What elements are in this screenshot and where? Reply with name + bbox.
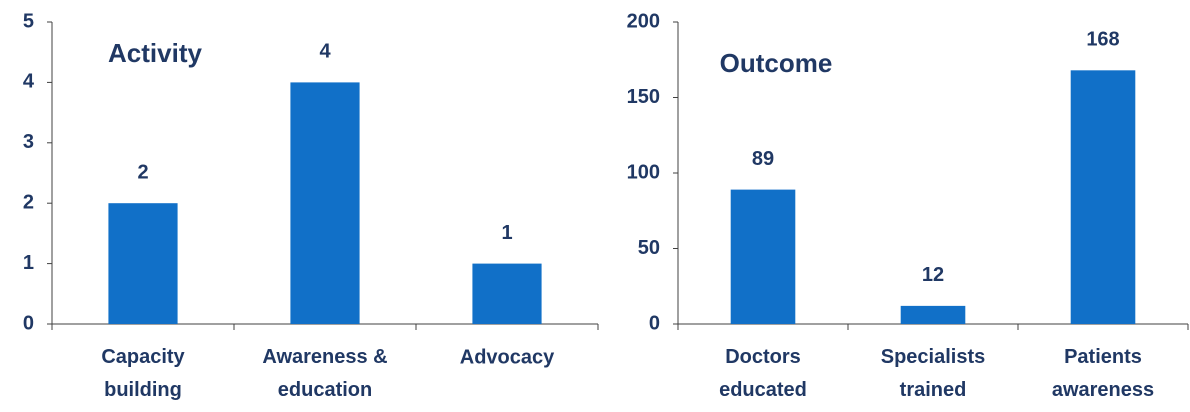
- y-tick-label: 150: [627, 86, 660, 108]
- x-tick-label: Patients awareness: [1052, 346, 1154, 401]
- value-label: 1: [501, 222, 512, 244]
- y-tick-label: 50: [638, 237, 660, 259]
- x-tick-label: Advocacy: [460, 346, 555, 368]
- y-tick-label: 100: [627, 161, 660, 183]
- x-tick-label: Capacity building: [101, 346, 185, 401]
- value-label: 12: [922, 264, 944, 286]
- y-tick-label: 2: [23, 191, 34, 213]
- value-label: 2: [137, 161, 148, 183]
- chart-title: Activity: [108, 38, 202, 68]
- value-label: 89: [752, 148, 774, 170]
- y-tick-label: 5: [23, 10, 34, 32]
- y-tick-label: 4: [23, 71, 35, 93]
- x-tick-label: Specialists trained: [881, 346, 986, 401]
- x-tick-label: Doctors educated: [719, 346, 807, 401]
- bar: [900, 305, 966, 324]
- y-tick-label: 0: [649, 312, 660, 334]
- bar: [1070, 70, 1136, 324]
- value-label: 168: [1086, 29, 1119, 51]
- bar: [290, 82, 360, 325]
- y-tick-label: 200: [627, 10, 660, 32]
- y-tick-label: 1: [23, 252, 34, 274]
- value-label: 4: [319, 41, 331, 63]
- y-tick-label: 0: [23, 312, 34, 334]
- bar: [108, 203, 178, 324]
- bar: [730, 189, 796, 324]
- x-tick-label: Awareness & education: [262, 346, 387, 401]
- y-tick-label: 3: [23, 131, 34, 153]
- chart-title: Outcome: [720, 48, 833, 78]
- bar: [472, 263, 542, 324]
